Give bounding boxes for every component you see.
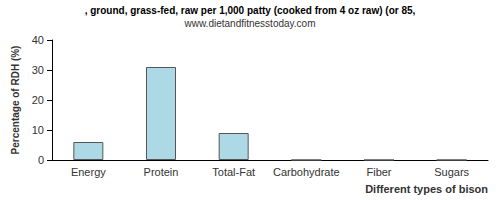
svg-text:Energy: Energy [71, 166, 106, 178]
svg-text:40: 40 [32, 34, 44, 46]
svg-text:Protein: Protein [144, 166, 179, 178]
svg-text:20: 20 [32, 94, 44, 106]
svg-text:Percentage of RDH (%): Percentage of RDH (%) [10, 46, 21, 155]
svg-text:Different types of bison: Different types of bison [365, 183, 488, 195]
svg-text:Fiber: Fiber [366, 166, 391, 178]
svg-text:Total-Fat: Total-Fat [212, 166, 255, 178]
svg-text:30: 30 [32, 64, 44, 76]
svg-text:10: 10 [32, 124, 44, 136]
svg-text:Sugars: Sugars [434, 166, 469, 178]
svg-text:www.dietandfitnesstoday.com: www.dietandfitnesstoday.com [184, 18, 316, 29]
svg-text:Carbohydrate: Carbohydrate [273, 166, 340, 178]
svg-text:, ground, grass-fed, raw per 1: , ground, grass-fed, raw per 1,000 patty… [85, 5, 416, 16]
svg-text:0: 0 [38, 154, 44, 166]
